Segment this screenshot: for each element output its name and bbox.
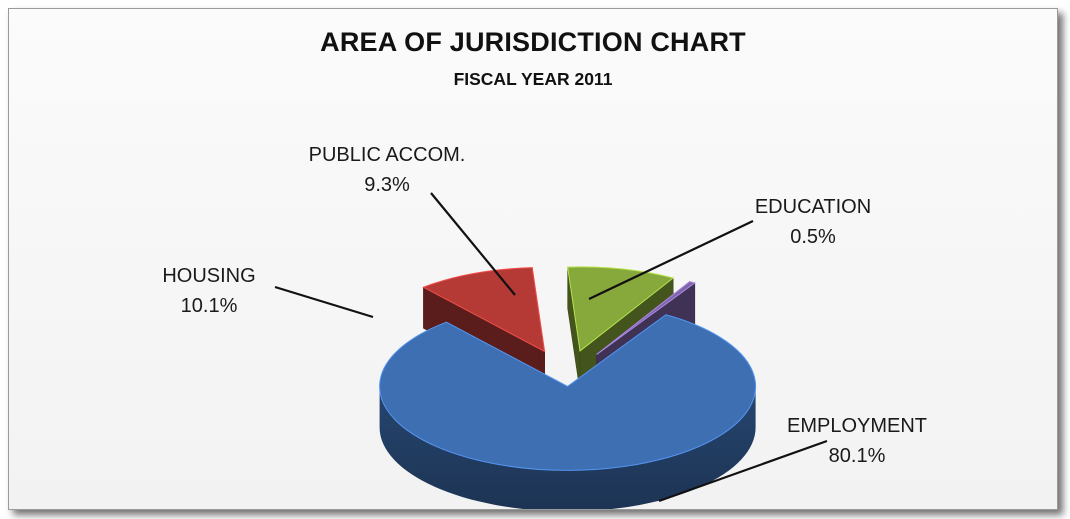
label-public-accom: PUBLIC ACCOM. 9.3% [309, 144, 466, 196]
slice-public-accom-top [567, 266, 675, 352]
label-public-accom-name: PUBLIC ACCOM. [309, 144, 466, 166]
slice-housing-top [422, 267, 546, 353]
pie-chart: EMPLOYMENT 80.1% HOUSING 10.1% PUBLIC AC… [162, 144, 927, 509]
leader-line-education [588, 220, 754, 300]
leader-lines [274, 192, 828, 503]
leader-line-housing [274, 285, 374, 319]
label-employment-value: 80.1% [829, 445, 886, 467]
label-education-value: 0.5% [790, 226, 836, 248]
chart-subtitle: FISCAL YEAR 2011 [453, 69, 613, 89]
slice-employment [379, 314, 757, 509]
label-housing-name: HOUSING [162, 265, 255, 287]
label-employment-name: EMPLOYMENT [787, 415, 927, 437]
slice-employment-top [379, 314, 757, 471]
chart-title: AREA OF JURISDICTION CHART [320, 27, 746, 57]
label-education-name: EDUCATION [755, 196, 871, 218]
label-education: EDUCATION 0.5% [755, 196, 871, 248]
leader-line-public-accom [430, 192, 516, 296]
label-employment: EMPLOYMENT 80.1% [787, 415, 927, 467]
pie-slices [379, 266, 757, 509]
label-housing-value: 10.1% [181, 295, 238, 317]
slice-education-top [596, 281, 696, 355]
label-public-accom-value: 9.3% [364, 174, 410, 196]
slice-employment-rim-shade [379, 386, 756, 509]
leader-line-employment [658, 439, 828, 503]
label-housing: HOUSING 10.1% [162, 265, 255, 317]
chart-frame: AREA OF JURISDICTION CHART FISCAL YEAR 2… [8, 8, 1058, 510]
